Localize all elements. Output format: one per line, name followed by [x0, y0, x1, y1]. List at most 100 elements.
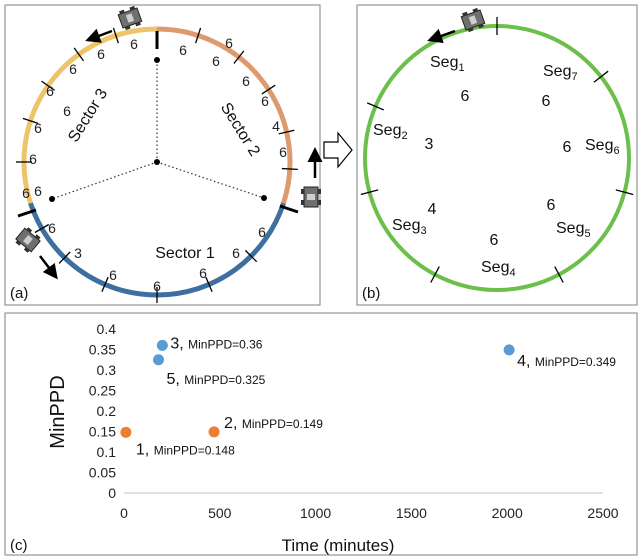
depot-dot-right: [261, 195, 267, 201]
ring-a-tick: [73, 47, 85, 62]
data-point-4: [503, 344, 515, 356]
sector-divider-lines: [49, 57, 267, 202]
ring-a-value-s3-1: 6: [130, 36, 138, 52]
seg-value-5: 6: [547, 197, 556, 214]
seg-value-1: 6: [461, 88, 470, 105]
ring-a-value-s1-2: 3: [74, 245, 82, 261]
data-point-2: [208, 426, 220, 438]
chart-y-tick-labels: 0 0.05 0.1 0.15 0.2 0.25 0.3 0.35 0.4: [89, 321, 116, 501]
chart-y-axis-label: MinPPD: [47, 375, 69, 448]
ring-a-tick: [58, 251, 71, 264]
ring-a-value-s2-7: 6: [225, 35, 233, 51]
ring-a-value-s1-7: 6: [258, 224, 266, 240]
panel-a-label: (a): [10, 285, 28, 302]
ring-b-tick: [554, 266, 564, 283]
panel-c: 0 0.05 0.1 0.15 0.2 0.25 0.3 0.35 0.4 0 500 1000 15…: [4, 312, 638, 556]
y-tick-label: 0.05: [89, 465, 116, 481]
vehicle-icon-right: [301, 186, 321, 208]
ring-a-value-s1-8: 6: [22, 185, 30, 201]
ring-a-tick: [195, 27, 202, 44]
ring-a-value-s1-5: 6: [199, 265, 207, 281]
ring-a-tick: [261, 84, 276, 95]
panel-b-frame: [356, 4, 638, 306]
seg-value-6: 6: [563, 139, 572, 156]
depot-dot-top: [154, 57, 160, 63]
center-dot: [154, 159, 160, 165]
direction-arrow-b: [427, 28, 456, 43]
seg-value-2: 3: [425, 136, 434, 153]
ring-a-value-s3-7: 6: [34, 183, 42, 199]
panel-a-frame: [4, 4, 321, 306]
ring-b-tick: [366, 102, 385, 111]
seg-value-4: 6: [490, 232, 499, 249]
seg-label-5: Seg5: [556, 220, 591, 240]
depot-dot-left: [49, 196, 55, 202]
point-annotation-1: 1, MinPPD=0.148: [136, 441, 235, 458]
vehicle-icon-b: [460, 7, 486, 33]
ring-a-value-s2-2: 6: [212, 53, 220, 69]
point-annotation-3: 3, MinPPD=0.36: [170, 335, 262, 352]
ring-a-tick: [34, 223, 50, 234]
ring-b-tick: [430, 266, 440, 283]
ring-a-tick: [278, 129, 295, 135]
chart-x-tick-labels: 0 500 1000 1500 2000 2500: [120, 505, 619, 521]
direction-arrow-left: [39, 255, 58, 280]
seg-label-1: Seg1: [430, 54, 465, 74]
y-tick-label: 0.1: [97, 444, 117, 460]
data-point-5: [152, 354, 164, 366]
data-point-3: [156, 339, 168, 351]
divider-line-left: [51, 161, 158, 200]
x-tick-label: 0: [120, 505, 128, 521]
panel-c-label: (c): [10, 537, 28, 554]
y-tick-label: 0.15: [89, 424, 116, 440]
sector-boundary-marks: [17, 31, 299, 218]
point-annotation-5: 5, MinPPD=0.325: [166, 371, 265, 388]
ring-a-tick: [101, 276, 109, 293]
ring-b-segment-ticks: [360, 17, 634, 283]
ring-a-tick: [233, 50, 245, 64]
direction-arrow-top: [85, 28, 113, 43]
ring-a-value-s3-3: 6: [69, 61, 77, 77]
panel-b-label: (b): [362, 285, 380, 302]
ring-b-tick: [593, 70, 609, 83]
vehicle-icon-left: [15, 227, 41, 253]
ring-a-tick: [281, 167, 298, 171]
ring-a-tick: [112, 27, 119, 44]
ring-a-tick: [41, 80, 55, 91]
sector-boundary-left: [17, 208, 37, 218]
sector-3-arc: [21, 26, 158, 204]
transition-arrow-icon: [323, 131, 353, 169]
ring-a-value-s3-5: 6: [34, 120, 42, 136]
ring-a-value-s3-8: 6: [63, 103, 71, 119]
y-tick-label: 0.35: [89, 342, 116, 358]
ring-a-value-s1-1: 6: [48, 220, 56, 236]
y-tick-label: 0.25: [89, 383, 116, 399]
ring-a-tick: [244, 249, 258, 263]
sector-1-label: Sector 1: [155, 245, 215, 262]
ring-a-value-s1-3: 6: [109, 267, 117, 283]
divider-line-right: [156, 161, 265, 199]
seg-label-6: Seg6: [585, 137, 620, 157]
seg-value-7: 6: [542, 93, 551, 110]
x-tick-label: 2500: [587, 505, 618, 521]
chart-points: [120, 339, 515, 438]
x-tick-label: 1500: [396, 505, 427, 521]
ring-a-value-s1-4: 6: [153, 278, 161, 294]
x-tick-label: 500: [208, 505, 232, 521]
ring-b-tick: [615, 189, 634, 196]
ring-a-value-s3-6: 6: [29, 151, 37, 167]
seg-value-3: 4: [428, 201, 437, 218]
point-annotation-4: 4, MinPPD=0.349: [517, 353, 616, 370]
ring-a-value-s2-4: 6: [261, 93, 269, 109]
point-annotation-2: 2, MinPPD=0.149: [224, 415, 323, 432]
seg-label-3: Seg3: [392, 217, 427, 237]
chart-annotations: 1, MinPPD=0.148 2, MinPPD=0.149 3, MinPPD=…: [136, 335, 616, 458]
ring-a-value-s3-2: 6: [97, 46, 105, 62]
ring-a-value-s2-6: 6: [279, 144, 287, 160]
ring-a-value-s2-1: 6: [179, 42, 187, 58]
ring-a-value-s1-6: 6: [232, 245, 240, 261]
